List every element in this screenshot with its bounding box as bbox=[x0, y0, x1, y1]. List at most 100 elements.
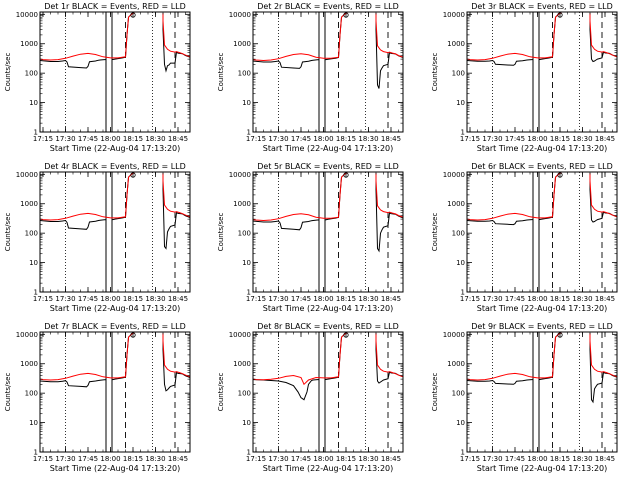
x-tick-label: 17:45 bbox=[291, 295, 311, 303]
x-tick-label: 18:15 bbox=[550, 455, 570, 463]
y-tick-label: 100 bbox=[25, 390, 38, 398]
x-axis-label: Start Time (22-Aug-04 17:13:20) bbox=[263, 144, 394, 153]
y-tick-label: 100 bbox=[25, 230, 38, 238]
lld-series-line bbox=[162, 333, 190, 378]
lld-series-line bbox=[467, 12, 562, 61]
x-tick-label: 18:30 bbox=[145, 135, 165, 143]
x-axis-label: Start Time (22-Aug-04 17:13:20) bbox=[477, 144, 608, 153]
x-tick-label: 18:45 bbox=[595, 135, 615, 143]
y-axis-label: Counts/sec bbox=[431, 373, 439, 412]
panel-det-5: Det 5r BLACK = Events, RED = LLD Counts/s… bbox=[217, 162, 404, 313]
x-tick-label: 18:00 bbox=[527, 295, 547, 303]
x-tick-label: 18:45 bbox=[595, 455, 615, 463]
lld-series-line bbox=[467, 332, 562, 381]
plot-frame bbox=[252, 331, 404, 453]
y-tick-label: 10000 bbox=[229, 11, 251, 19]
x-axis-label: Start Time (22-Aug-04 17:13:20) bbox=[477, 304, 608, 313]
y-tick-label: 1000 bbox=[233, 200, 251, 208]
x-axis-label: Start Time (22-Aug-04 17:13:20) bbox=[477, 464, 608, 473]
panel-det-8: Det 8r BLACK = Events, RED = LLD Counts/s… bbox=[217, 322, 404, 473]
lld-series-line bbox=[467, 172, 562, 221]
panel-title: Det 7r BLACK = Events, RED = LLD bbox=[44, 322, 186, 331]
x-tick-label: 18:45 bbox=[168, 135, 188, 143]
x-tick-label: 17:30 bbox=[482, 135, 502, 143]
x-tick-label: 18:15 bbox=[123, 135, 143, 143]
x-tick-label: 18:30 bbox=[145, 295, 165, 303]
y-tick-label: 1000 bbox=[20, 360, 38, 368]
x-tick-label: 17:15 bbox=[246, 135, 266, 143]
plot-frame bbox=[252, 11, 404, 133]
panel-det-2: Det 2r BLACK = Events, RED = LLD Counts/s… bbox=[217, 2, 404, 153]
x-tick-label: 18:15 bbox=[336, 455, 356, 463]
plot-frame bbox=[39, 11, 191, 133]
series-group bbox=[40, 172, 190, 292]
events-series-line bbox=[253, 12, 348, 132]
y-tick-label: 1000 bbox=[447, 40, 465, 48]
y-axis-label: Counts/sec bbox=[217, 213, 225, 252]
x-tick-label: 17:30 bbox=[55, 295, 75, 303]
series-group bbox=[40, 12, 190, 132]
x-tick-label: 18:30 bbox=[358, 455, 378, 463]
x-tick-label: 18:45 bbox=[168, 455, 188, 463]
x-tick-label: 18:00 bbox=[527, 135, 547, 143]
plot-frame bbox=[466, 171, 618, 293]
y-tick-label: 1000 bbox=[447, 360, 465, 368]
y-tick-label: 100 bbox=[238, 70, 251, 78]
marker-lines bbox=[65, 12, 176, 132]
x-tick-label: 18:00 bbox=[313, 135, 333, 143]
x-tick-label: 17:45 bbox=[505, 135, 525, 143]
x-tick-label: 17:30 bbox=[268, 455, 288, 463]
marker-lines bbox=[492, 172, 603, 292]
marker-lines bbox=[492, 12, 603, 132]
events-series-line bbox=[40, 172, 135, 292]
events-series-line bbox=[162, 333, 190, 392]
x-tick-label: 18:30 bbox=[572, 135, 592, 143]
x-tick-label: 17:30 bbox=[268, 295, 288, 303]
y-tick-label: 1000 bbox=[20, 200, 38, 208]
y-tick-label: 10000 bbox=[16, 11, 38, 19]
x-tick-label: 17:45 bbox=[78, 455, 98, 463]
x-tick-label: 18:15 bbox=[550, 135, 570, 143]
plot-frame bbox=[39, 331, 191, 453]
events-series-line bbox=[467, 332, 562, 452]
lld-series-line bbox=[589, 13, 617, 58]
x-tick-label: 17:15 bbox=[460, 135, 480, 143]
y-tick-label: 1 bbox=[461, 289, 465, 297]
x-tick-label: 17:15 bbox=[246, 455, 266, 463]
y-tick-label: 10000 bbox=[16, 331, 38, 339]
plot-frame bbox=[466, 331, 618, 453]
x-tick-label: 18:00 bbox=[100, 135, 120, 143]
x-tick-label: 17:15 bbox=[33, 135, 53, 143]
events-series-line bbox=[589, 173, 617, 223]
lld-series-line bbox=[40, 12, 135, 61]
x-tick-label: 18:15 bbox=[123, 455, 143, 463]
y-tick-label: 1 bbox=[247, 449, 251, 457]
x-axis-label: Start Time (22-Aug-04 17:13:20) bbox=[50, 464, 181, 473]
x-axis-label: Start Time (22-Aug-04 17:13:20) bbox=[50, 144, 181, 153]
x-tick-label: 18:45 bbox=[381, 295, 401, 303]
lld-series-line bbox=[375, 173, 403, 218]
lld-series-line bbox=[253, 332, 348, 386]
x-tick-label: 18:30 bbox=[145, 455, 165, 463]
events-series-line bbox=[589, 333, 617, 404]
panel-det-1: Det 1r BLACK = Events, RED = LLD Counts/s… bbox=[4, 2, 191, 153]
marker-lines bbox=[278, 332, 389, 452]
y-tick-label: 10 bbox=[456, 419, 465, 427]
lld-series-line bbox=[162, 13, 190, 58]
y-tick-label: 100 bbox=[25, 70, 38, 78]
y-tick-label: 10 bbox=[29, 259, 38, 267]
x-tick-label: 17:30 bbox=[55, 455, 75, 463]
lld-series-line bbox=[162, 173, 190, 218]
x-axis-label: Start Time (22-Aug-04 17:13:20) bbox=[263, 464, 394, 473]
panel-det-7: Det 7r BLACK = Events, RED = LLD Counts/s… bbox=[4, 322, 191, 473]
plot-frame bbox=[252, 171, 404, 293]
y-tick-label: 10 bbox=[242, 259, 251, 267]
events-series-line bbox=[162, 173, 190, 250]
y-tick-label: 10 bbox=[242, 419, 251, 427]
series-group bbox=[467, 332, 617, 452]
panel-title: Det 5r BLACK = Events, RED = LLD bbox=[257, 162, 399, 171]
marker-lines bbox=[278, 12, 389, 132]
y-axis-label: Counts/sec bbox=[4, 53, 12, 92]
x-axis-label: Start Time (22-Aug-04 17:13:20) bbox=[50, 304, 181, 313]
